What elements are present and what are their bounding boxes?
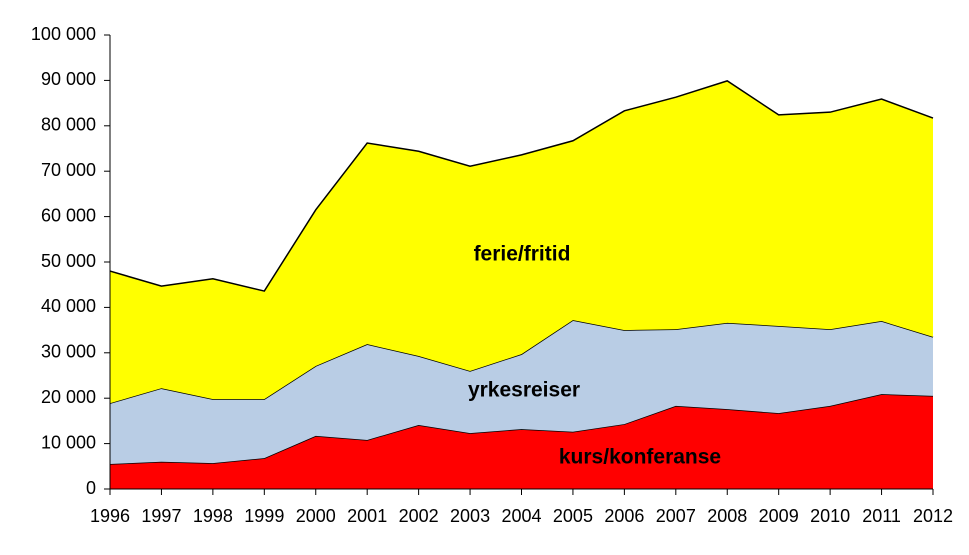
y-tick-label: 80 000 <box>41 115 96 135</box>
x-tick-label: 2003 <box>450 506 490 526</box>
x-tick-label: 1999 <box>244 506 284 526</box>
x-tick-label: 2004 <box>501 506 541 526</box>
y-tick-label: 20 000 <box>41 387 96 407</box>
x-tick-label: 2000 <box>296 506 336 526</box>
y-tick-label: 0 <box>86 478 96 498</box>
x-tick-label: 2002 <box>399 506 439 526</box>
series-label: ferie/fritid <box>474 243 571 266</box>
x-tick-label: 1996 <box>90 506 130 526</box>
y-tick-label: 50 000 <box>41 251 96 271</box>
x-tick-label: 2008 <box>707 506 747 526</box>
x-tick-label: 1998 <box>193 506 233 526</box>
y-tick-label: 90 000 <box>41 69 96 89</box>
y-tick-label: 30 000 <box>41 342 96 362</box>
y-tick-label: 60 000 <box>41 205 96 225</box>
y-tick-label: 10 000 <box>41 432 96 452</box>
y-tick-label: 100 000 <box>31 24 96 44</box>
x-tick-label: 2010 <box>810 506 850 526</box>
x-tick-label: 2007 <box>656 506 696 526</box>
y-tick-label: 70 000 <box>41 160 96 180</box>
area-outline <box>109 80 934 292</box>
x-tick-label: 2009 <box>759 506 799 526</box>
x-tick-label: 2012 <box>913 506 953 526</box>
area <box>110 394 933 489</box>
area <box>110 320 933 465</box>
series-label: kurs/konferanse <box>559 446 721 469</box>
area <box>110 80 933 404</box>
x-tick-label: 2001 <box>347 506 387 526</box>
y-tick-label: 40 000 <box>41 296 96 316</box>
series-label: yrkesreiser <box>468 379 580 402</box>
x-tick-label: 2011 <box>862 506 901 526</box>
x-tick-label: 2006 <box>604 506 644 526</box>
x-tick-label: 1997 <box>141 506 181 526</box>
x-tick-label: 2005 <box>553 506 593 526</box>
